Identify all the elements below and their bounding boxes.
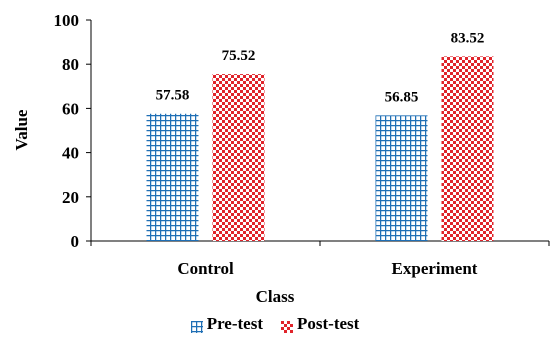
y-tick-label: 20	[62, 188, 79, 207]
data-label: 75.52	[222, 48, 256, 64]
y-tick-label: 80	[62, 55, 79, 74]
y-tick-label: 0	[71, 232, 80, 251]
bar-post-test-control	[212, 74, 265, 241]
data-label: 57.58	[156, 88, 190, 104]
legend: Pre-test Post-test	[0, 314, 550, 334]
x-axis-title: Class	[255, 287, 295, 306]
y-tick-label: 40	[62, 144, 79, 163]
bar-post-test-experiment	[441, 56, 494, 241]
x-tick-label: Control	[177, 259, 234, 278]
data-labels-group: 57.58 56.85 75.52 83.52	[156, 30, 485, 105]
y-axis-title: Value	[12, 109, 31, 150]
legend-swatch-post-test	[281, 318, 293, 333]
y-tick-label: 60	[62, 99, 79, 118]
y-tick-label: 100	[54, 11, 80, 30]
legend-label-post-test: Post-test	[297, 314, 360, 333]
bars-group	[146, 56, 494, 241]
legend-item-pre-test: Pre-test	[190, 314, 263, 334]
legend-item-post-test: Post-test	[281, 314, 359, 334]
x-tick-label: Experiment	[392, 259, 478, 278]
bar-pre-test-experiment	[375, 115, 428, 241]
legend-label-pre-test: Pre-test	[206, 314, 263, 333]
bar-pre-test-control	[146, 113, 199, 241]
data-label: 56.85	[385, 89, 419, 105]
data-label: 83.52	[451, 30, 485, 46]
legend-swatch-pre-test	[190, 318, 203, 333]
axes: 0 20 40 60 80 100 Control Experiment	[54, 11, 550, 278]
